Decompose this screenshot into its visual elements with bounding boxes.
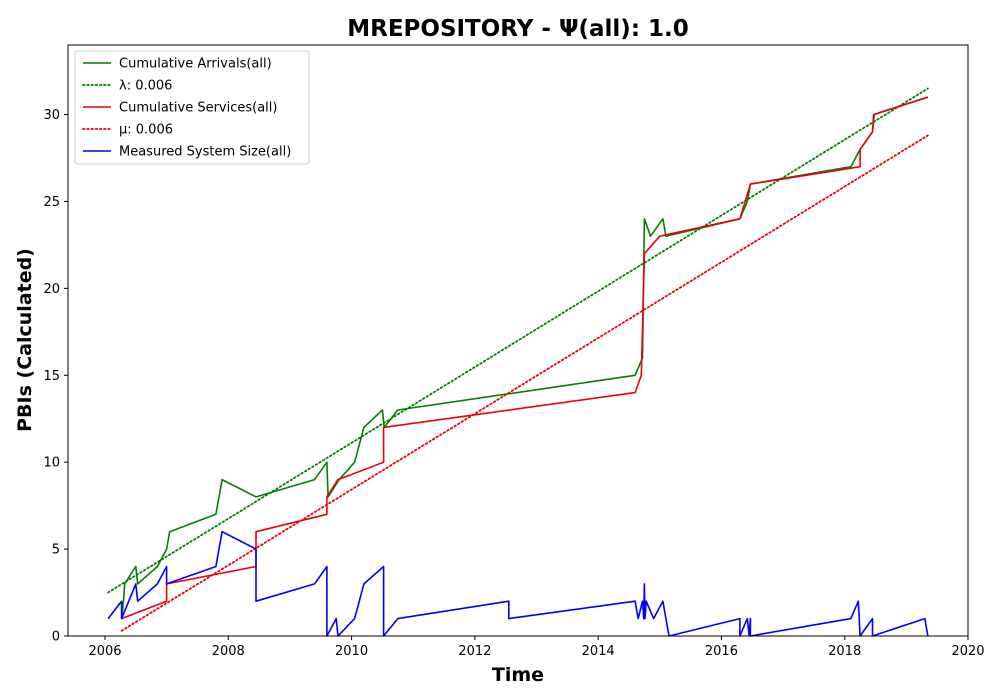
- y-tick-label: 10: [43, 456, 60, 471]
- legend-label: Cumulative Services(all): [119, 101, 277, 116]
- x-tick-label: 2014: [582, 644, 615, 659]
- x-tick-label: 2018: [828, 644, 861, 659]
- x-tick-label: 2006: [88, 644, 121, 659]
- x-tick-label: 2020: [951, 644, 984, 659]
- chart-title: MREPOSITORY - Ψ(all): 1.0: [347, 16, 689, 42]
- y-axis-label: PBIs (Calculated): [14, 248, 36, 432]
- y-tick-label: 25: [43, 195, 60, 210]
- x-tick-label: 2012: [458, 644, 491, 659]
- y-tick-label: 0: [52, 630, 60, 645]
- legend-label: λ: 0.006: [119, 79, 172, 94]
- legend: Cumulative Arrivals(all) λ: 0.006 Cumulati…: [75, 51, 309, 164]
- legend-label: Cumulative Arrivals(all): [119, 57, 272, 72]
- legend-label: Measured System Size(all): [119, 145, 291, 160]
- y-tick-label: 15: [43, 369, 60, 384]
- x-tick-label: 2016: [705, 644, 738, 659]
- y-tick-label: 30: [43, 108, 60, 123]
- y-tick-label: 5: [52, 543, 60, 558]
- x-tick-label: 2008: [212, 644, 245, 659]
- legend-label: μ: 0.006: [119, 123, 173, 138]
- x-tick-label: 2010: [335, 644, 368, 659]
- x-axis-label: Time: [492, 664, 544, 686]
- y-tick-label: 20: [43, 282, 60, 297]
